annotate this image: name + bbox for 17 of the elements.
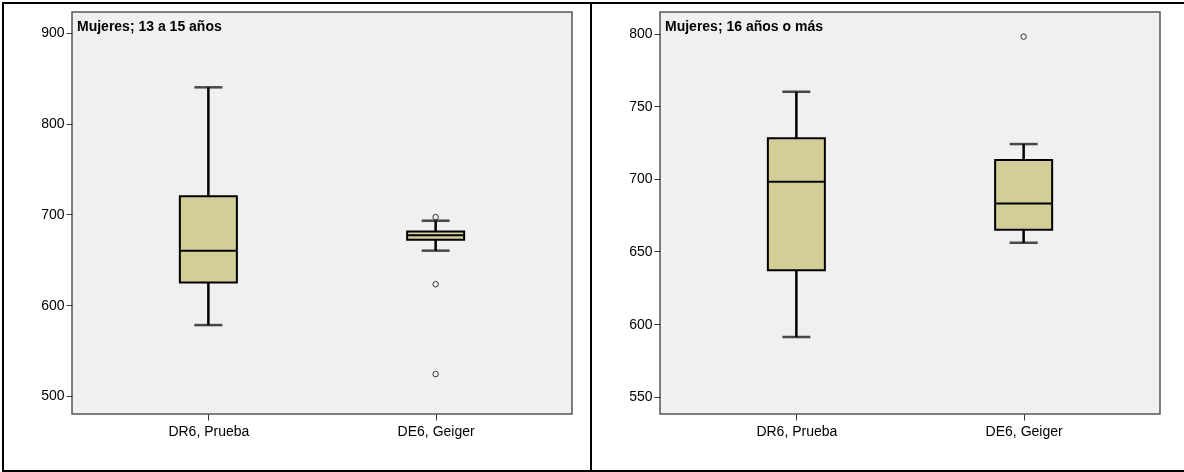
y-tick-label: 650 (629, 242, 653, 259)
y-tick-label: 600 (629, 315, 653, 332)
y-tick-label: 500 (41, 387, 65, 404)
y-tick-label: 550 (629, 388, 653, 405)
y-tick-label: 600 (41, 296, 65, 313)
y-tick-label: 800 (629, 25, 653, 42)
y-tick-label: 800 (41, 115, 65, 132)
x-tick-label: DE6, Geiger (985, 422, 1063, 439)
y-tick-label: 700 (41, 205, 65, 222)
x-tick-label: DR6, Prueba (168, 422, 250, 439)
chart-title: Mujeres; 16 años o más (665, 18, 824, 34)
x-tick-label: DR6, Prueba (756, 422, 838, 439)
x-tick-label: DE6, Geiger (397, 422, 475, 439)
chart-title: Mujeres; 13 a 15 años (77, 18, 222, 34)
y-tick-label: 900 (41, 24, 65, 41)
y-tick-label: 750 (629, 97, 653, 114)
y-tick-label: 700 (629, 170, 653, 187)
